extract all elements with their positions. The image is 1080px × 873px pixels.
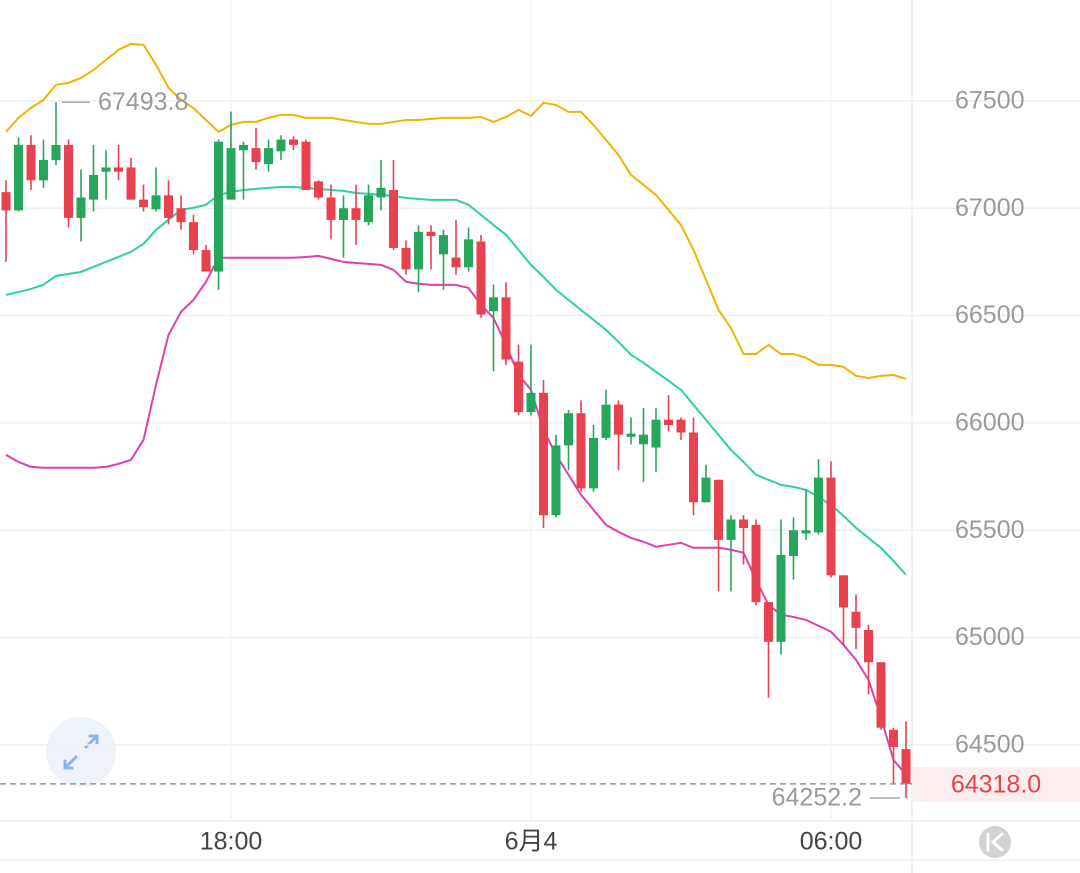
candle-body [501, 297, 511, 360]
last-price-label: 64318.0 [951, 771, 1041, 799]
candle-body [676, 419, 686, 433]
x-tick-label: 18:00 [200, 828, 263, 856]
reset-button[interactable] [979, 826, 1011, 858]
candle-body [514, 361, 523, 413]
candle-body [751, 524, 761, 603]
candle-body [364, 195, 373, 223]
candle-body [339, 208, 348, 221]
high-marker-label: 67493.8 [98, 88, 188, 116]
y-tick-label: 64500 [955, 730, 1025, 758]
candle-body [551, 445, 561, 516]
candle-body [489, 297, 498, 312]
candle-body [701, 477, 711, 503]
candle-body [889, 729, 898, 748]
candle-body [839, 575, 848, 608]
x-tick-label: 6月4 [505, 828, 558, 856]
candle-body [476, 241, 486, 315]
candle-body [626, 433, 636, 437]
candle-body [401, 247, 411, 270]
candle-body [601, 404, 611, 438]
candle-body [826, 477, 836, 576]
candle-body [576, 413, 586, 489]
candle-body [726, 519, 736, 540]
candle-body [801, 530, 811, 534]
candle-body [526, 392, 536, 413]
candle-body [164, 195, 173, 218]
candle-body [114, 167, 123, 172]
candle-body [314, 181, 323, 198]
candle-body [564, 413, 573, 446]
candle-body [851, 611, 861, 628]
candle-body [176, 208, 186, 223]
candle-body [226, 148, 236, 200]
candle-body [101, 167, 111, 172]
candle-body [64, 144, 73, 218]
candle-body [776, 554, 786, 642]
band-line [5, 185, 907, 576]
candle-body [14, 144, 23, 211]
candle-body [414, 231, 423, 270]
candle-body [901, 749, 911, 784]
expand-button-bg[interactable] [46, 717, 116, 787]
candle-body [276, 139, 286, 152]
y-tick-label: 65500 [955, 516, 1025, 544]
expand-button[interactable] [46, 717, 116, 787]
candle-body [764, 602, 773, 642]
candle-body [214, 141, 223, 272]
candle-body [51, 144, 61, 160]
candle-body [264, 148, 273, 165]
candle-body [639, 434, 648, 445]
y-tick-label: 66500 [955, 301, 1025, 329]
candle-body [464, 239, 473, 268]
x-tick-label: 06:00 [800, 828, 863, 856]
candle-body [301, 141, 311, 190]
reset-icon[interactable] [986, 832, 1004, 852]
candle-body [351, 208, 361, 221]
y-tick-label: 67500 [955, 86, 1025, 114]
candle-body [151, 195, 161, 210]
candle-body [614, 404, 623, 435]
candle-body [439, 235, 448, 255]
y-tick-label: 65000 [955, 623, 1025, 651]
candle-body [376, 187, 386, 198]
candle-body [451, 257, 461, 268]
low-marker-label: 64252.2 [772, 784, 862, 812]
candle-body [689, 432, 698, 503]
y-tick-label: 66000 [955, 408, 1025, 436]
candle-body [89, 174, 98, 200]
candle-body [239, 144, 248, 151]
candle-body [26, 144, 36, 181]
candle-body [251, 148, 261, 163]
candle-body [139, 199, 148, 208]
expand-icon[interactable] [63, 734, 99, 770]
candle-body [126, 167, 136, 200]
candle-body [814, 477, 823, 533]
candle-body [326, 197, 336, 221]
candle-body [426, 231, 436, 237]
candle-body [739, 519, 748, 529]
y-tick-label: 67000 [955, 194, 1025, 222]
candle-body [76, 197, 86, 218]
candle-body [876, 662, 886, 728]
candle-body [539, 392, 548, 516]
candle-body [589, 437, 598, 489]
candle-body [189, 222, 198, 251]
candle-body [201, 250, 211, 272]
candle-body [714, 479, 723, 540]
candle-body [651, 419, 661, 448]
candle-body [789, 530, 798, 556]
candle-body [864, 630, 873, 663]
candle-body [664, 419, 673, 426]
candle-body [1, 192, 11, 211]
candle-body [39, 159, 48, 181]
candle-body [289, 139, 298, 145]
last-price-box [913, 766, 1080, 802]
candle-body [389, 189, 398, 248]
band-line [5, 42, 907, 380]
